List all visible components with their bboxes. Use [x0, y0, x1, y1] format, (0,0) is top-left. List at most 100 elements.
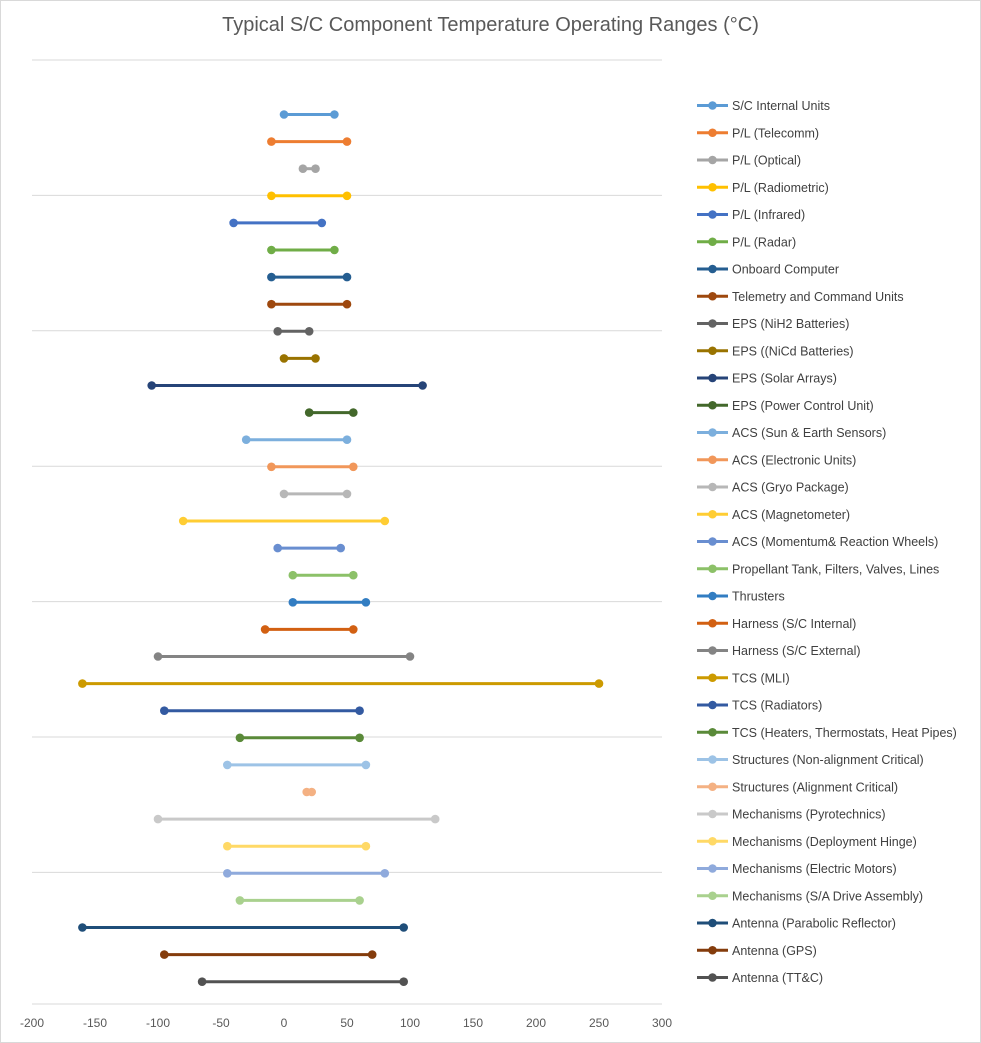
range-max-point: [317, 218, 327, 228]
range-min-point: [273, 543, 283, 553]
legend-swatch-point: [708, 727, 717, 737]
range-max-point: [342, 489, 352, 499]
range-max-point: [349, 625, 358, 634]
range-min-point: [178, 516, 188, 526]
legend-entry: TCS (Radiators): [697, 699, 822, 713]
legend-swatch-point: [708, 864, 717, 873]
series-range: [279, 110, 339, 119]
series-range: [235, 733, 364, 743]
range-min-point: [267, 191, 276, 201]
x-tick-label: -150: [83, 1016, 107, 1030]
series-range: [273, 327, 314, 336]
range-max-point: [349, 462, 358, 472]
legend-swatch-point: [708, 700, 717, 710]
legend-entry: ACS (Momentum& Reaction Wheels): [697, 535, 938, 549]
series-range: [223, 841, 371, 851]
range-max-point: [399, 977, 409, 986]
legend-swatch-point: [708, 673, 717, 683]
range-max-point: [399, 923, 409, 932]
range-min-point: [235, 733, 245, 743]
x-tick-label: 50: [340, 1016, 354, 1030]
legend-swatch-point: [708, 782, 717, 792]
series-range: [273, 543, 346, 553]
series-range: [267, 191, 352, 201]
series-range: [160, 706, 364, 715]
legend-swatch-point: [708, 101, 717, 110]
legend-entry: Harness (S/C Internal): [697, 617, 856, 631]
legend-entry: P/L (Infrared): [697, 208, 805, 222]
legend-swatch-point: [708, 918, 717, 928]
legend-swatch-point: [708, 755, 717, 764]
legend-entry: ACS (Magnetometer): [697, 508, 850, 522]
legend-entry: EPS (Power Control Unit): [697, 399, 874, 413]
x-axis-ticks: -200 -150 -100 -50 0 50 100 150 200 250 300: [20, 1016, 672, 1030]
range-min-point: [160, 706, 169, 715]
legend-swatch-point: [708, 537, 717, 546]
range-max-point: [342, 435, 352, 445]
range-min-point: [235, 896, 245, 905]
series-range: [260, 625, 358, 634]
legend-label: ACS (Sun & Earth Sensors): [732, 426, 886, 440]
legend-label: Mechanisms (Pyrotechnics): [732, 808, 886, 822]
legend-entry: P/L (Optical): [697, 154, 801, 168]
x-tick-label: 0: [281, 1016, 288, 1030]
series-range: [267, 272, 352, 282]
legend-label: EPS (Power Control Unit): [732, 399, 874, 413]
x-tick-label: 100: [400, 1016, 420, 1030]
legend-label: Mechanisms (Deployment Hinge): [732, 835, 917, 849]
range-max-point: [311, 164, 320, 173]
legend-label: ACS (Momentum& Reaction Wheels): [732, 535, 938, 549]
series-range: [288, 570, 358, 580]
series-range: [153, 814, 440, 824]
series-range: [223, 869, 390, 878]
range-max-point: [355, 733, 364, 743]
legend-label: P/L (Optical): [732, 154, 801, 168]
range-max-point: [380, 869, 390, 878]
range-min-point: [241, 435, 251, 445]
range-max-point: [361, 841, 371, 851]
range-max-point: [405, 652, 415, 661]
legend-entry: Antenna (Parabolic Reflector): [697, 917, 896, 931]
gridlines: [32, 59, 662, 1005]
range-min-point: [78, 679, 87, 688]
range-min-point: [279, 489, 289, 499]
legend-label: Harness (S/C External): [732, 644, 861, 658]
range-min-point: [267, 245, 276, 255]
x-tick-label: 300: [652, 1016, 672, 1030]
legend-label: EPS ((NiCd Batteries): [732, 344, 854, 358]
x-tick-label: -200: [20, 1016, 44, 1030]
series-range: [298, 164, 320, 173]
range-min-point: [273, 327, 283, 336]
legend-label: EPS (Solar Arrays): [732, 372, 837, 386]
legend-label: Harness (S/C Internal): [732, 617, 856, 631]
legend-label: Propellant Tank, Filters, Valves, Lines: [732, 562, 939, 576]
legend-entry: Onboard Computer: [697, 263, 839, 277]
legend-entry: Structures (Non-alignment Critical): [697, 753, 924, 767]
legend-swatch-point: [708, 891, 717, 901]
series-group: [78, 110, 604, 986]
range-max-point: [361, 760, 371, 770]
legend-label: Telemetry and Command Units: [732, 290, 904, 304]
legend-label: P/L (Radar): [732, 235, 796, 249]
legend-entry: ACS (Sun & Earth Sensors): [697, 426, 886, 440]
series-range: [160, 950, 377, 959]
series-range: [147, 381, 427, 390]
legend-swatch-point: [708, 945, 717, 955]
series-range: [178, 516, 390, 526]
range-max-point: [304, 327, 314, 336]
legend-swatch-point: [708, 400, 717, 410]
legend-entry: Antenna (GPS): [697, 944, 817, 958]
legend-swatch-point: [708, 618, 717, 628]
legend-entry: Harness (S/C External): [697, 644, 861, 658]
range-max-point: [342, 191, 352, 201]
series-range: [197, 977, 409, 986]
legend-swatch-point: [708, 373, 717, 383]
range-max-point: [336, 543, 346, 553]
series-range: [78, 923, 409, 932]
range-min-point: [267, 462, 276, 472]
range-min-point: [78, 923, 87, 932]
range-max-point: [342, 272, 352, 282]
legend: S/C Internal Units P/L (Telecomm) P/L (Opt…: [697, 99, 957, 985]
range-min-point: [223, 760, 232, 770]
